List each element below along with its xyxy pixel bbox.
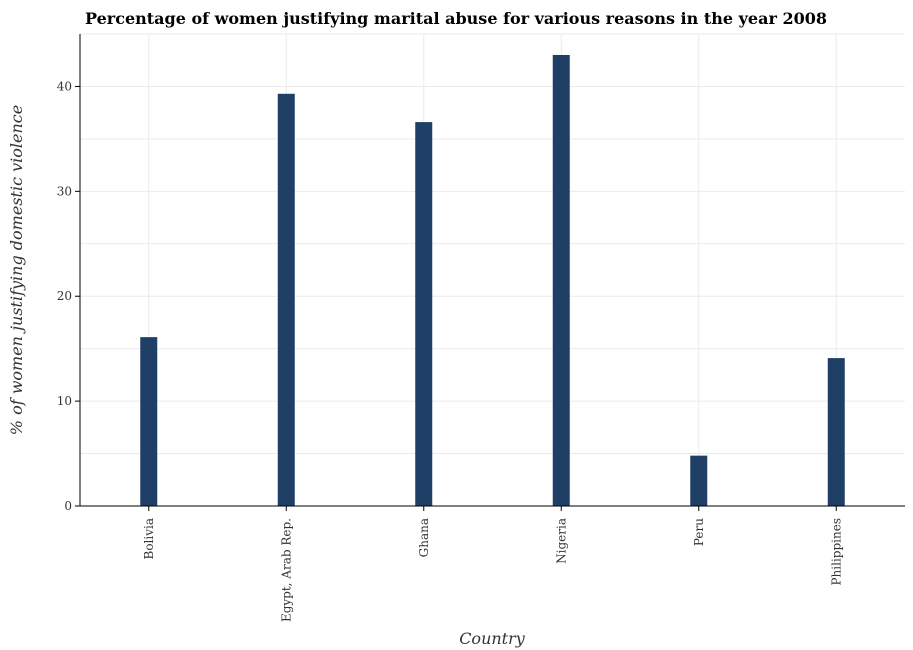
y-tick-label: 40 bbox=[57, 79, 72, 93]
bar bbox=[827, 358, 845, 506]
y-axis-label: % of women justifying domestic violence bbox=[7, 105, 26, 435]
x-ticks: Bolivia Egypt, Arab Rep. Ghana Nigeria Peru P… bbox=[142, 506, 843, 622]
x-tick-label: Egypt, Arab Rep. bbox=[279, 518, 293, 622]
bar bbox=[690, 455, 708, 506]
y-tick-label: 20 bbox=[57, 289, 72, 303]
y-tick-label: 0 bbox=[64, 499, 72, 513]
x-tick-label: Peru bbox=[692, 518, 706, 546]
y-ticks: 0 10 20 30 40 bbox=[57, 79, 80, 513]
bar bbox=[552, 54, 570, 506]
bar bbox=[415, 122, 433, 507]
x-tick-label: Nigeria bbox=[554, 518, 568, 564]
chart-title: Percentage of women justifying marital a… bbox=[85, 9, 827, 28]
x-tick-label: Philippines bbox=[829, 518, 843, 586]
gridlines bbox=[80, 33, 905, 507]
y-tick-label: 10 bbox=[57, 394, 72, 408]
x-tick-label: Ghana bbox=[417, 518, 431, 557]
bars bbox=[140, 54, 845, 507]
bar bbox=[140, 337, 158, 506]
x-axis-label: Country bbox=[459, 629, 526, 648]
bar bbox=[277, 93, 295, 506]
x-tick-label: Bolivia bbox=[142, 518, 156, 560]
y-tick-label: 30 bbox=[57, 184, 72, 198]
